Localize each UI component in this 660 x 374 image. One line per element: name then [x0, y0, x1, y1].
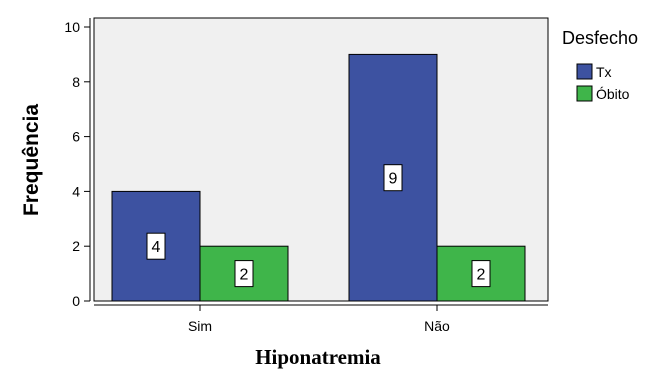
x-tick-label: Sim [188, 318, 212, 334]
data-label: 9 [389, 171, 398, 188]
x-tick-label: Não [424, 318, 450, 334]
bars: 4 2 9 2 [111, 53, 526, 302]
legend-swatch-óbito [576, 85, 593, 102]
y-tick-label: 2 [72, 238, 80, 254]
y-tick-label: 8 [72, 74, 80, 90]
y-tick-label: 4 [72, 183, 80, 199]
y-axis-label: Frequência [20, 104, 43, 216]
data-label-box [471, 260, 491, 288]
data-label: 4 [152, 239, 161, 256]
legend-label: Óbito [596, 86, 630, 102]
legend-label: Tx [596, 64, 612, 80]
y-axis-ticks: 0 2 4 6 8 10 [64, 19, 90, 309]
data-label-box [146, 232, 166, 260]
y-tick-label: 10 [64, 19, 80, 35]
y-tick-label: 6 [72, 129, 80, 145]
legend-swatch-tx [576, 63, 593, 80]
legend-title: Desfecho [562, 28, 638, 48]
y-tick-label: 0 [72, 293, 80, 309]
x-axis-label: Hiponatremia [255, 345, 381, 369]
x-axis-ticks: Sim Não [94, 304, 548, 334]
legend: Tx Óbito [576, 63, 630, 102]
data-label: 2 [240, 267, 249, 284]
data-label-box [383, 164, 403, 192]
data-label: 2 [477, 267, 486, 284]
data-label-box [234, 260, 254, 288]
